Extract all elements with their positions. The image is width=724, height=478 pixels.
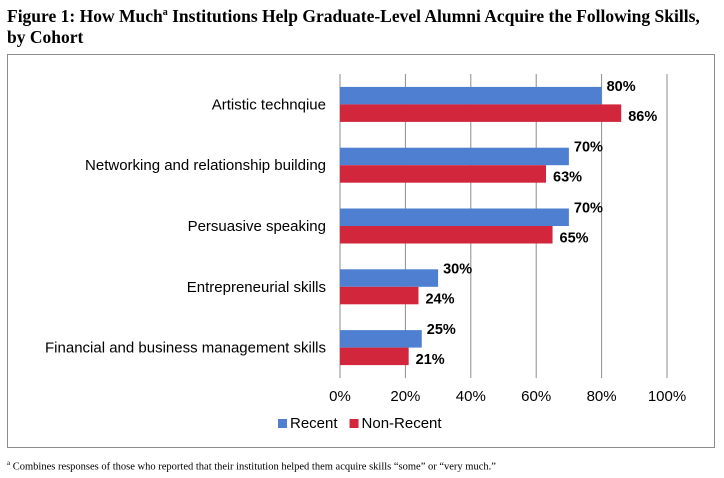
bar-non-recent xyxy=(340,104,622,122)
bar-recent xyxy=(340,269,439,287)
category-label: Networking and relationship building xyxy=(85,157,326,174)
category-label: Persuasive speaking xyxy=(188,218,326,235)
bar-recent xyxy=(340,86,602,105)
data-label: 30% xyxy=(443,261,472,277)
data-label: 63% xyxy=(553,170,582,186)
bar-non-recent xyxy=(340,286,419,305)
data-label: 70% xyxy=(574,140,603,156)
x-tick-label: 80% xyxy=(587,388,617,405)
chart-frame xyxy=(7,54,715,448)
data-label: 25% xyxy=(427,322,456,338)
data-label: 80% xyxy=(607,79,636,95)
chart-title: Figure 1: How Mucha Institutions Help Gr… xyxy=(7,6,700,47)
footnote: a Combines responses of those who report… xyxy=(7,459,496,473)
category-label: Entrepreneurial skills xyxy=(187,279,326,296)
footnote-text: Combines responses of those who reported… xyxy=(10,461,496,473)
data-label: 65% xyxy=(560,231,589,247)
data-label: 86% xyxy=(628,109,657,125)
bar-non-recent xyxy=(340,165,547,183)
legend-swatch-non-recent xyxy=(349,419,359,428)
legend-swatch-recent xyxy=(278,419,287,428)
data-label: 24% xyxy=(425,291,454,307)
x-tick-label: 0% xyxy=(329,388,351,405)
bar-non-recent xyxy=(340,226,553,244)
bar-recent xyxy=(340,147,569,166)
category-label: Financial and business management skills xyxy=(45,340,326,357)
data-label: 70% xyxy=(574,201,603,217)
legend-label-recent: Recent xyxy=(290,415,338,432)
category-label: Artistic technqiue xyxy=(212,96,326,113)
x-tick-label: 100% xyxy=(648,388,686,405)
x-tick-label: 20% xyxy=(390,388,420,405)
legend-label-non-recent: Non-Recent xyxy=(362,415,443,432)
title-superscript: a xyxy=(162,7,168,19)
x-tick-label: 40% xyxy=(456,388,486,405)
x-tick-label: 60% xyxy=(521,388,551,405)
bar-recent xyxy=(340,330,422,348)
footnote-marker: a xyxy=(7,459,11,467)
bar-non-recent xyxy=(340,347,409,366)
bar-recent xyxy=(340,208,569,226)
data-label: 21% xyxy=(416,352,445,368)
